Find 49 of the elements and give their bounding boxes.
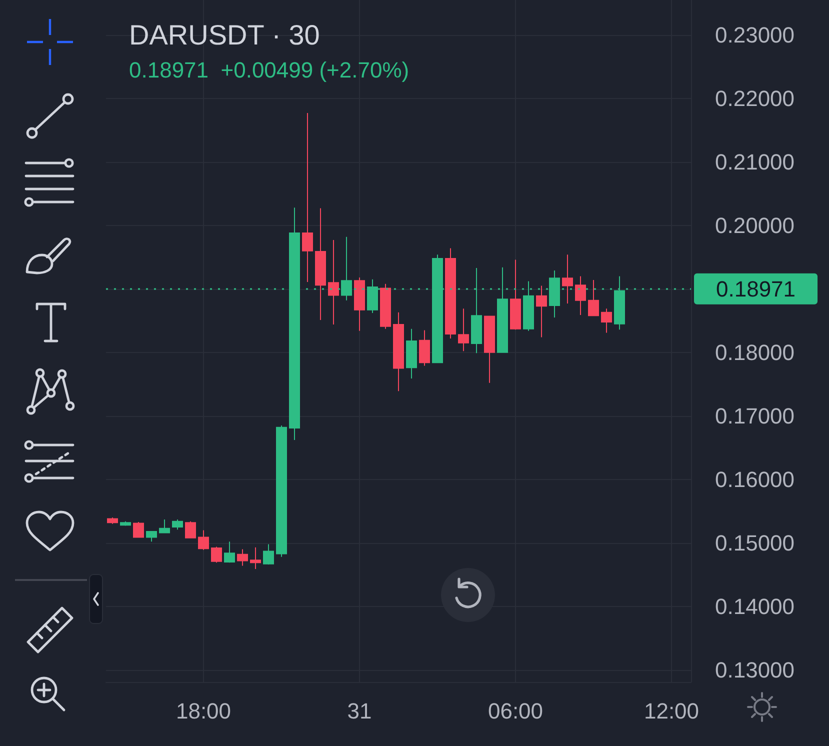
text: DARUSDT · 30 [129, 20, 320, 50]
candlestick [380, 283, 391, 330]
candlestick [510, 259, 521, 330]
candlestick [237, 548, 248, 566]
candlestick [224, 541, 235, 564]
y-tick-label: 0.15000 [715, 530, 795, 556]
y-tick-label: 0.23000 [715, 22, 795, 48]
candlestick [601, 308, 612, 334]
candlestick [250, 546, 261, 570]
candlestick [354, 277, 365, 332]
y-tick-label: 0.22000 [715, 86, 795, 111]
ref-line-label: 0.18971 [716, 276, 796, 302]
x-tick-label: 18:00 [176, 698, 232, 724]
candlestick [185, 520, 196, 538]
candlestick [133, 521, 144, 538]
candlestick [445, 248, 456, 339]
text: 0.18971 +0.00499 (+2.70%) [129, 58, 410, 82]
candlestick [393, 312, 404, 392]
candlestick [406, 328, 417, 379]
x-tick-label: 31 [347, 698, 372, 724]
candlestick [263, 544, 274, 566]
candlestick [562, 254, 573, 304]
x-tick-label: 12:00 [644, 698, 700, 724]
candlestick [536, 285, 547, 338]
y-tick-label: 0.21000 [715, 149, 795, 174]
candlestick [419, 330, 430, 366]
candlestick [328, 240, 339, 325]
candlestick [159, 518, 170, 534]
candlestick [484, 316, 495, 384]
candlestick [497, 266, 508, 353]
candlestick [458, 308, 469, 352]
x-tick-label: 06:00 [488, 698, 544, 724]
y-tick-label: 0.20000 [715, 212, 795, 238]
candlestick [315, 208, 326, 321]
y-tick-label: 0.16000 [715, 466, 795, 492]
candlestick [172, 518, 183, 530]
candlestick [276, 424, 287, 558]
candlestick [211, 546, 222, 564]
y-tick-label: 0.13000 [715, 657, 795, 682]
candlestick [107, 517, 118, 524]
candlestick [575, 276, 586, 316]
y-tick-label: 0.14000 [715, 594, 795, 619]
candlestick [302, 112, 313, 282]
candlestick [588, 280, 599, 316]
candlestick [198, 530, 209, 550]
y-tick-label: 0.17000 [715, 403, 795, 428]
candlestick [120, 520, 131, 526]
candlestick [146, 531, 157, 542]
y-tick-label: 0.18000 [715, 340, 795, 365]
